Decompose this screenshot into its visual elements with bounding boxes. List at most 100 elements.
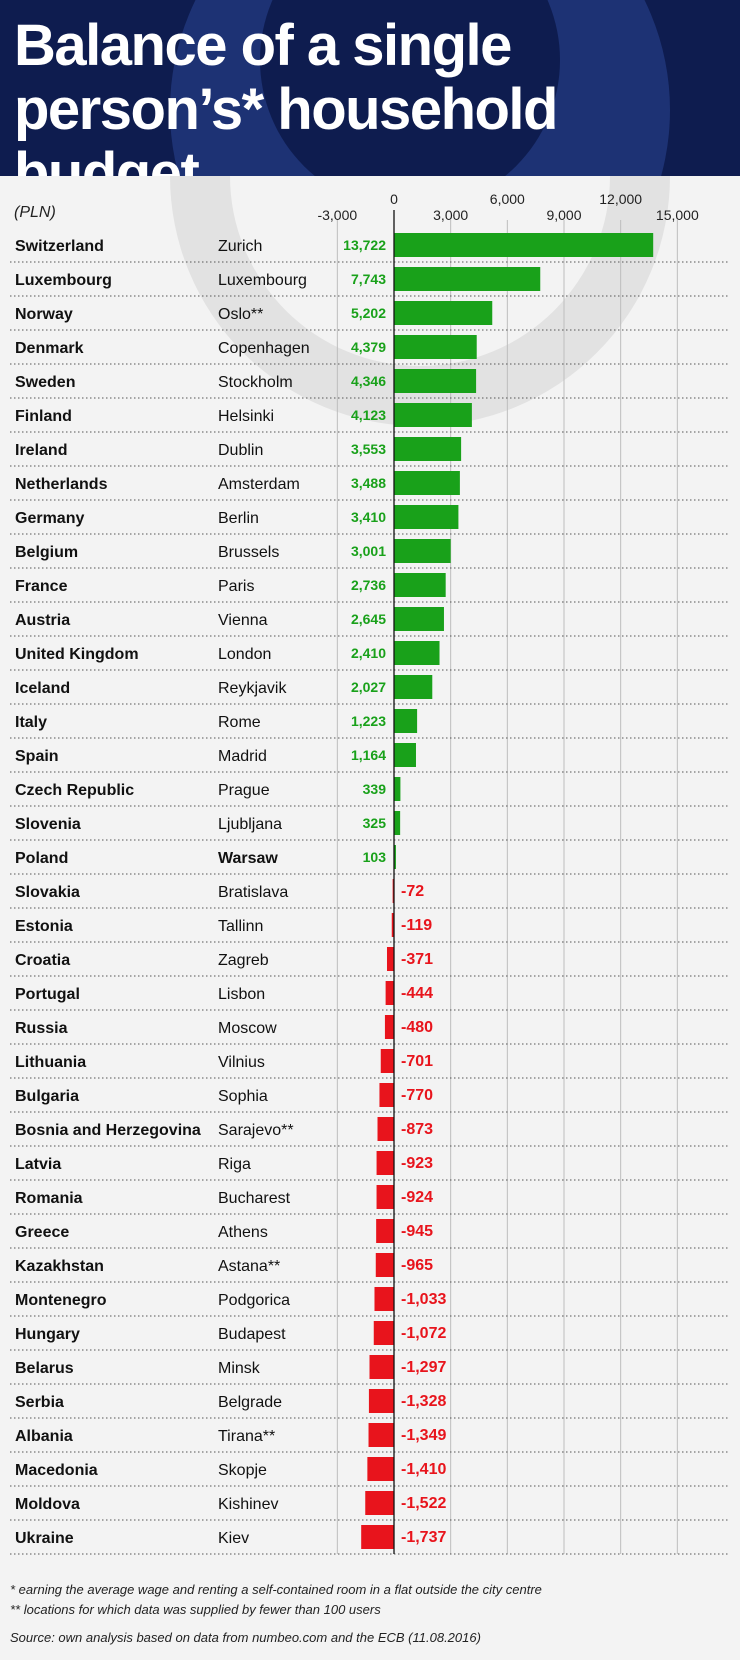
bar [394,607,444,631]
value-label: -119 [401,917,432,934]
country-label: Czech Republic [15,782,134,799]
value-label: 4,346 [351,373,386,389]
country-label: Kazakhstan [15,1258,104,1275]
bar [394,709,418,733]
country-label: Greece [15,1224,69,1241]
value-label: 3,553 [351,441,386,457]
country-label: Hungary [15,1326,80,1343]
value-label: 5,202 [351,305,386,321]
value-label: -1,328 [401,1393,446,1410]
city-label: Budapest [218,1326,286,1343]
country-label: Belgium [15,544,78,561]
value-label: 3,001 [351,543,386,559]
city-label: Prague [218,782,270,799]
value-label: 13,722 [343,237,386,253]
city-label: Copenhagen [218,340,310,357]
bar [394,743,416,767]
chart-title: Balance of a single person’s* household … [14,13,558,177]
bar [376,1185,394,1209]
city-label: Vienna [218,612,268,629]
value-label: -945 [401,1223,433,1240]
city-label: Luxembourg [218,272,307,289]
value-label: 2,645 [351,611,386,627]
country-label: Latvia [15,1156,61,1173]
bar [377,1117,394,1141]
country-label: Slovenia [15,816,81,833]
city-label: Stockholm [218,374,293,391]
value-label: -480 [401,1019,433,1036]
city-label: Tirana** [218,1428,275,1445]
city-label: Podgorica [218,1292,290,1309]
x-tick-label: -3,000 [317,207,357,223]
country-label: Netherlands [15,476,108,493]
bar [394,437,462,461]
bar [368,1423,394,1447]
bar [365,1491,394,1515]
city-label: Dublin [218,442,263,459]
country-label: Slovakia [15,884,80,901]
bar [385,981,394,1005]
value-label: -873 [401,1121,433,1138]
footnotes: * earning the average wage and renting a… [10,1580,730,1620]
bar [394,369,477,393]
city-label: Sophia [218,1088,268,1105]
country-label: Lithuania [15,1054,86,1071]
country-label: Estonia [15,918,73,935]
value-label: 325 [363,815,387,831]
x-tick-label: 6,000 [490,191,525,207]
country-label: Romania [15,1190,83,1207]
value-label: -1,522 [401,1495,446,1512]
value-label: -1,072 [401,1325,446,1342]
city-label: Moscow [218,1020,277,1037]
country-label: Luxembourg [15,272,112,289]
country-label: Denmark [15,340,84,357]
country-label: Montenegro [15,1292,107,1309]
country-label: Macedonia [15,1462,98,1479]
bar [374,1287,394,1311]
value-label: -1,349 [401,1427,446,1444]
city-label: Zurich [218,238,262,255]
bar [394,573,446,597]
city-label: Kishinev [218,1496,278,1513]
city-label: Riga [218,1156,251,1173]
country-label: Sweden [15,374,75,391]
city-label: Berlin [218,510,259,527]
country-label: Ukraine [15,1530,74,1547]
value-label: -72 [401,883,424,900]
source-note: Source: own analysis based on data from … [10,1630,481,1645]
country-label: Moldova [15,1496,80,1513]
value-label: -1,297 [401,1359,446,1376]
city-label: Madrid [218,748,267,765]
bar [361,1525,394,1549]
value-label: -1,033 [401,1291,446,1308]
bar [367,1457,394,1481]
country-label: United Kingdom [15,646,139,663]
value-label: 339 [363,781,387,797]
bar [379,1083,394,1107]
city-label: Ljubljana [218,816,282,833]
country-label: Portugal [15,986,80,1003]
bar [373,1321,394,1345]
bar [394,505,459,529]
value-label: 2,410 [351,645,386,661]
bar [394,539,451,563]
bar [375,1253,394,1277]
value-label: 7,743 [351,271,386,287]
city-label: Belgrade [218,1394,282,1411]
city-label: Bratislava [218,884,288,901]
value-label: -1,410 [401,1461,446,1478]
country-label: Serbia [15,1394,64,1411]
bar [376,1151,394,1175]
country-label: Poland [15,850,68,867]
value-label: -371 [401,951,433,968]
bar [391,913,394,937]
bar [394,301,493,325]
x-tick-label: 9,000 [546,207,581,223]
header-banner: Balance of a single person’s* household … [0,0,740,176]
city-label: Brussels [218,544,279,561]
country-label: Bosnia and Herzegovina [15,1122,201,1139]
city-label: Minsk [218,1360,261,1377]
country-label: Switzerland [15,238,104,255]
bar-chart: -3,000 0 3,000 6,000 9,000 12,000 15,000 Switze… [10,191,730,1555]
bar [368,1389,394,1413]
